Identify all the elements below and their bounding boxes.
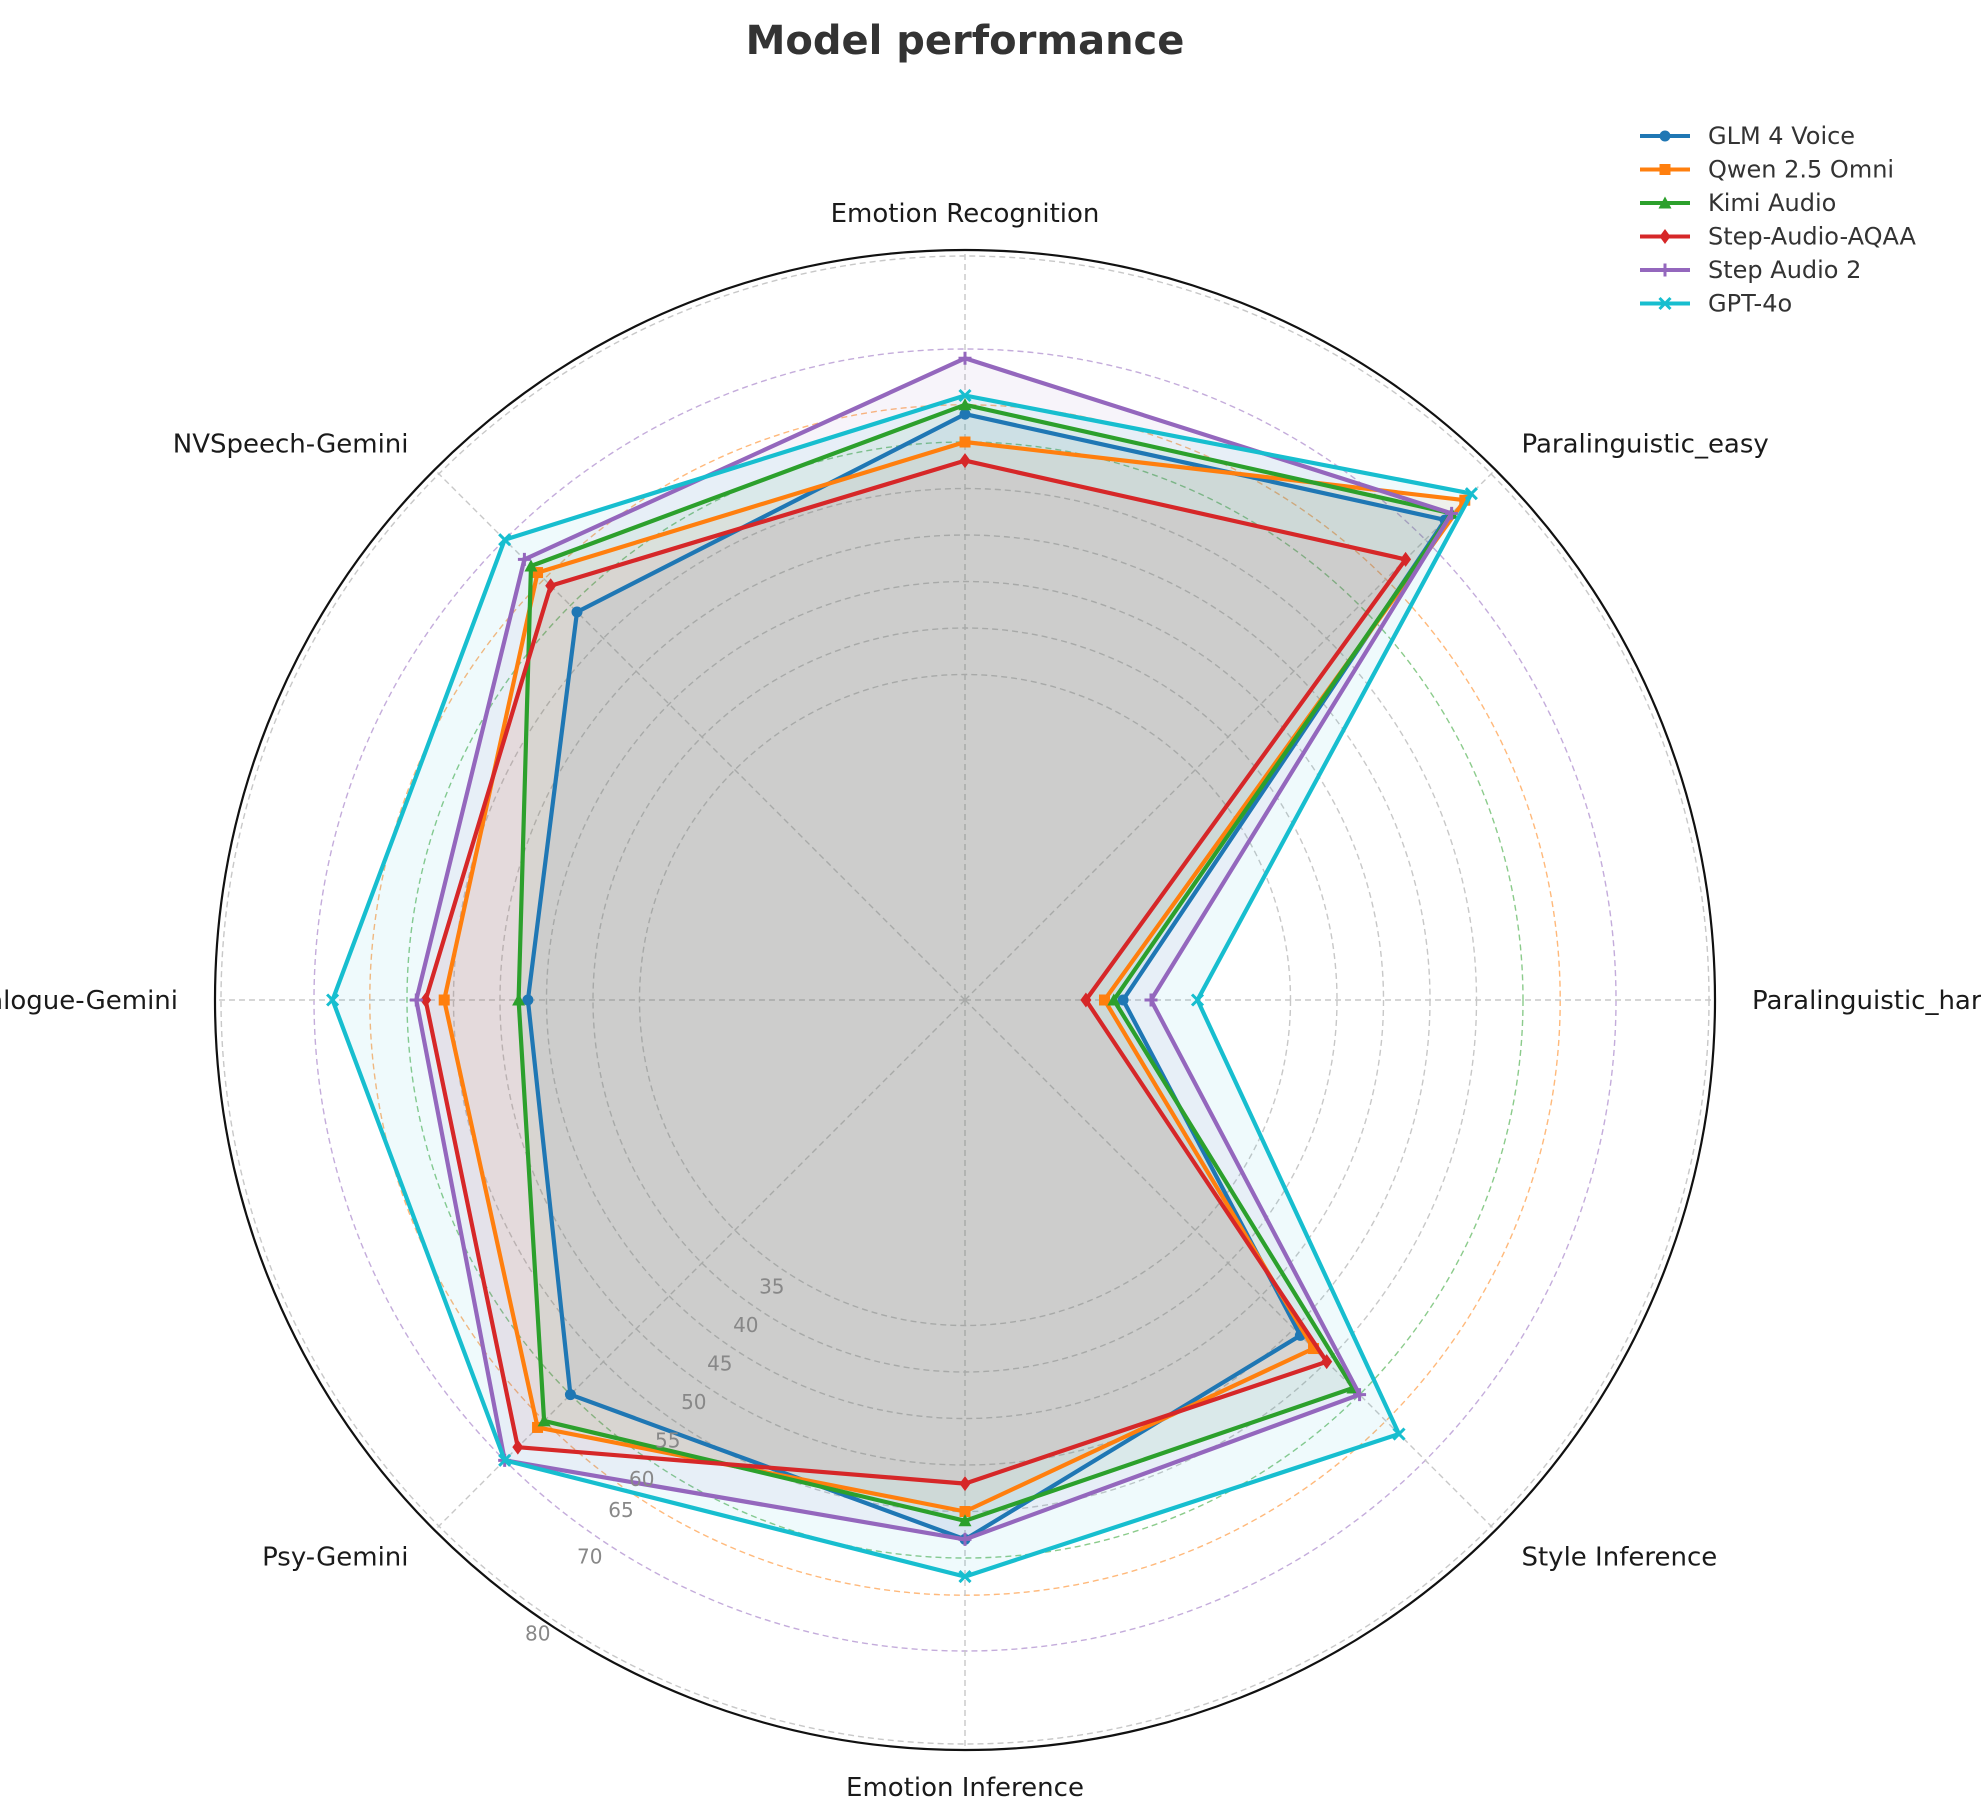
- legend-marker-glm-4-voice: [1659, 130, 1671, 142]
- point-qwen-2-5-omni-style-inference: [1308, 1343, 1320, 1355]
- tick-label-1: 40: [733, 1313, 758, 1337]
- series-fills: [332, 358, 1472, 1577]
- tick-label-8: 80: [525, 1621, 550, 1645]
- category-label-paralinguistic-easy: Paralinguistic_easy: [1521, 430, 1768, 460]
- tick-label-4: 55: [655, 1429, 680, 1453]
- series-step-audio-2: [409, 351, 1459, 1546]
- series-fill-qwen-2-5-omni: [444, 442, 1465, 1512]
- point-glm-4-voice-nvspeech-gemini: [571, 606, 583, 618]
- point-step-audio-2-multidialogue-gemini: [409, 993, 423, 1007]
- legend-label-qwen-2-5-omni: Qwen 2.5 Omni: [1708, 156, 1894, 184]
- tick-label-5: 60: [629, 1467, 654, 1491]
- point-gpt-4o-emotion-recognition: [958, 388, 972, 403]
- chart-title: Model performance: [746, 18, 1185, 64]
- point-qwen-2-5-omni-psy-gemini: [532, 1421, 544, 1433]
- point-qwen-2-5-omni-emotion-recognition: [959, 436, 971, 448]
- tick-label-3: 50: [681, 1390, 706, 1414]
- point-qwen-2-5-omni-paralinguistic-hard: [1099, 994, 1110, 1006]
- point-step-audio-aqaa-paralinguistic-hard: [1080, 992, 1092, 1008]
- category-label-multidialogue-gemini: Multidialogue-Gemini: [0, 986, 178, 1016]
- series-fill-step-audio-aqaa: [425, 460, 1406, 1484]
- legend-item-glm-4-voice: GLM 4 Voice: [1640, 122, 1855, 150]
- spoke-psy-gemini: [434, 999, 966, 1531]
- series-lines: [326, 351, 1478, 1584]
- category-label-nvspeech-gemini: NVSpeech-Gemini: [173, 430, 409, 460]
- point-kimi-audio-emotion-recognition: [958, 398, 972, 411]
- legend-marker-qwen-2-5-omni: [1659, 164, 1671, 175]
- legend: GLM 4 Voice Qwen 2.5 Omni Kimi Audio Step-A…: [1640, 122, 1917, 318]
- category-labels: Emotion Recognition Paralinguistic_easy Pa…: [0, 199, 1981, 1803]
- point-step-audio-aqaa-emotion-recognition: [959, 453, 971, 469]
- point-step-audio-aqaa-nvspeech-gemini: [545, 578, 557, 594]
- point-glm-4-voice-paralinguistic-hard: [1117, 994, 1129, 1006]
- series-fill-kimi-audio: [518, 404, 1452, 1521]
- legend-marker-step-audio-aqaa: [1659, 229, 1671, 244]
- legend-marker-gpt-4o: [1658, 296, 1672, 311]
- point-step-audio-aqaa-emotion-inference: [959, 1476, 971, 1492]
- category-label-paralinguistic-hard: Paralinguistic_hard: [1752, 986, 1981, 1016]
- series-fill-gpt-4o: [332, 395, 1472, 1577]
- series-step-audio-aqaa: [420, 453, 1412, 1492]
- tick-label-6: 65: [608, 1498, 633, 1522]
- legend-label-step-audio-aqaa: Step-Audio-AQAA: [1708, 223, 1917, 251]
- grid-ring-2: [545, 580, 1385, 1420]
- point-step-audio-aqaa-psy-gemini: [512, 1439, 524, 1455]
- point-kimi-audio-nvspeech-gemini: [524, 559, 538, 572]
- legend-item-gpt-4o: GPT-4o: [1640, 290, 1792, 318]
- point-glm-4-voice-psy-gemini: [564, 1389, 576, 1401]
- point-gpt-4o-multidialogue-gemini: [326, 993, 340, 1007]
- point-qwen-2-5-omni-paralinguistic-easy: [1459, 494, 1471, 506]
- legend-label-step-audio-2: Step Audio 2: [1708, 256, 1861, 284]
- legend-item-step-audio-aqaa: Step-Audio-AQAA: [1640, 223, 1917, 251]
- legend-item-kimi-audio: Kimi Audio: [1640, 189, 1836, 217]
- tick-label-0: 35: [759, 1274, 784, 1298]
- legend-marker-kimi-audio: [1658, 196, 1672, 209]
- category-label-style-inference: Style Inference: [1521, 1542, 1717, 1572]
- point-step-audio-2-emotion-inference: [958, 1532, 972, 1546]
- point-step-audio-aqaa-style-inference: [1321, 1354, 1333, 1370]
- point-glm-4-voice-emotion-recognition: [959, 408, 971, 420]
- series-gpt-4o: [326, 388, 1478, 1584]
- legend-marker-step-audio-2: [1658, 263, 1672, 277]
- tick-label-2: 45: [707, 1352, 732, 1376]
- tick-label-7: 70: [577, 1544, 602, 1568]
- point-step-audio-2-style-inference: [1353, 1388, 1367, 1402]
- point-gpt-4o-psy-gemini: [498, 1453, 512, 1467]
- point-step-audio-aqaa-multidialogue-gemini: [420, 992, 432, 1008]
- outer-frame: [213, 248, 1717, 1752]
- category-label-psy-gemini: Psy-Gemini: [262, 1542, 408, 1572]
- point-gpt-4o-style-inference: [1392, 1427, 1406, 1441]
- category-label-emotion-inference: Emotion Inference: [846, 1773, 1084, 1803]
- series-fill-glm-4-voice: [527, 414, 1446, 1540]
- grid-ring-5: [406, 441, 1524, 1559]
- point-glm-4-voice-multidialogue-gemini: [522, 994, 534, 1006]
- point-qwen-2-5-omni-nvspeech-gemini: [532, 567, 544, 579]
- legend-item-step-audio-2: Step Audio 2: [1640, 256, 1861, 284]
- series-kimi-audio: [512, 398, 1459, 1527]
- point-gpt-4o-emotion-inference: [958, 1570, 972, 1584]
- point-gpt-4o-paralinguistic-hard: [1190, 993, 1205, 1007]
- legend-label-gpt-4o: GPT-4o: [1708, 290, 1792, 318]
- legend-item-qwen-2-5-omni: Qwen 2.5 Omni: [1640, 156, 1894, 184]
- legend-label-glm-4-voice: GLM 4 Voice: [1708, 122, 1855, 150]
- point-gpt-4o-paralinguistic-easy: [1464, 487, 1478, 501]
- point-kimi-audio-multidialogue-gemini: [512, 993, 526, 1006]
- point-gpt-4o-nvspeech-gemini: [498, 533, 512, 547]
- point-step-audio-aqaa-paralinguistic-easy: [1400, 551, 1412, 567]
- point-step-audio-2-paralinguistic-hard: [1144, 993, 1158, 1007]
- category-label-emotion-recognition: Emotion Recognition: [831, 199, 1100, 229]
- point-step-audio-2-emotion-recognition: [958, 351, 972, 365]
- point-kimi-audio-emotion-inference: [958, 1514, 972, 1527]
- point-step-audio-2-nvspeech-gemini: [517, 552, 531, 566]
- point-qwen-2-5-omni-multidialogue-gemini: [438, 994, 450, 1006]
- point-kimi-audio-psy-gemini: [537, 1414, 551, 1427]
- point-step-audio-2-paralinguistic-easy: [1445, 506, 1459, 520]
- legend-label-kimi-audio: Kimi Audio: [1708, 189, 1836, 217]
- point-qwen-2-5-omni-emotion-inference: [959, 1506, 971, 1517]
- point-kimi-audio-paralinguistic-hard: [1107, 993, 1121, 1006]
- spoke-style-inference: [964, 999, 1496, 1531]
- series-fill-step-audio-2: [416, 358, 1452, 1540]
